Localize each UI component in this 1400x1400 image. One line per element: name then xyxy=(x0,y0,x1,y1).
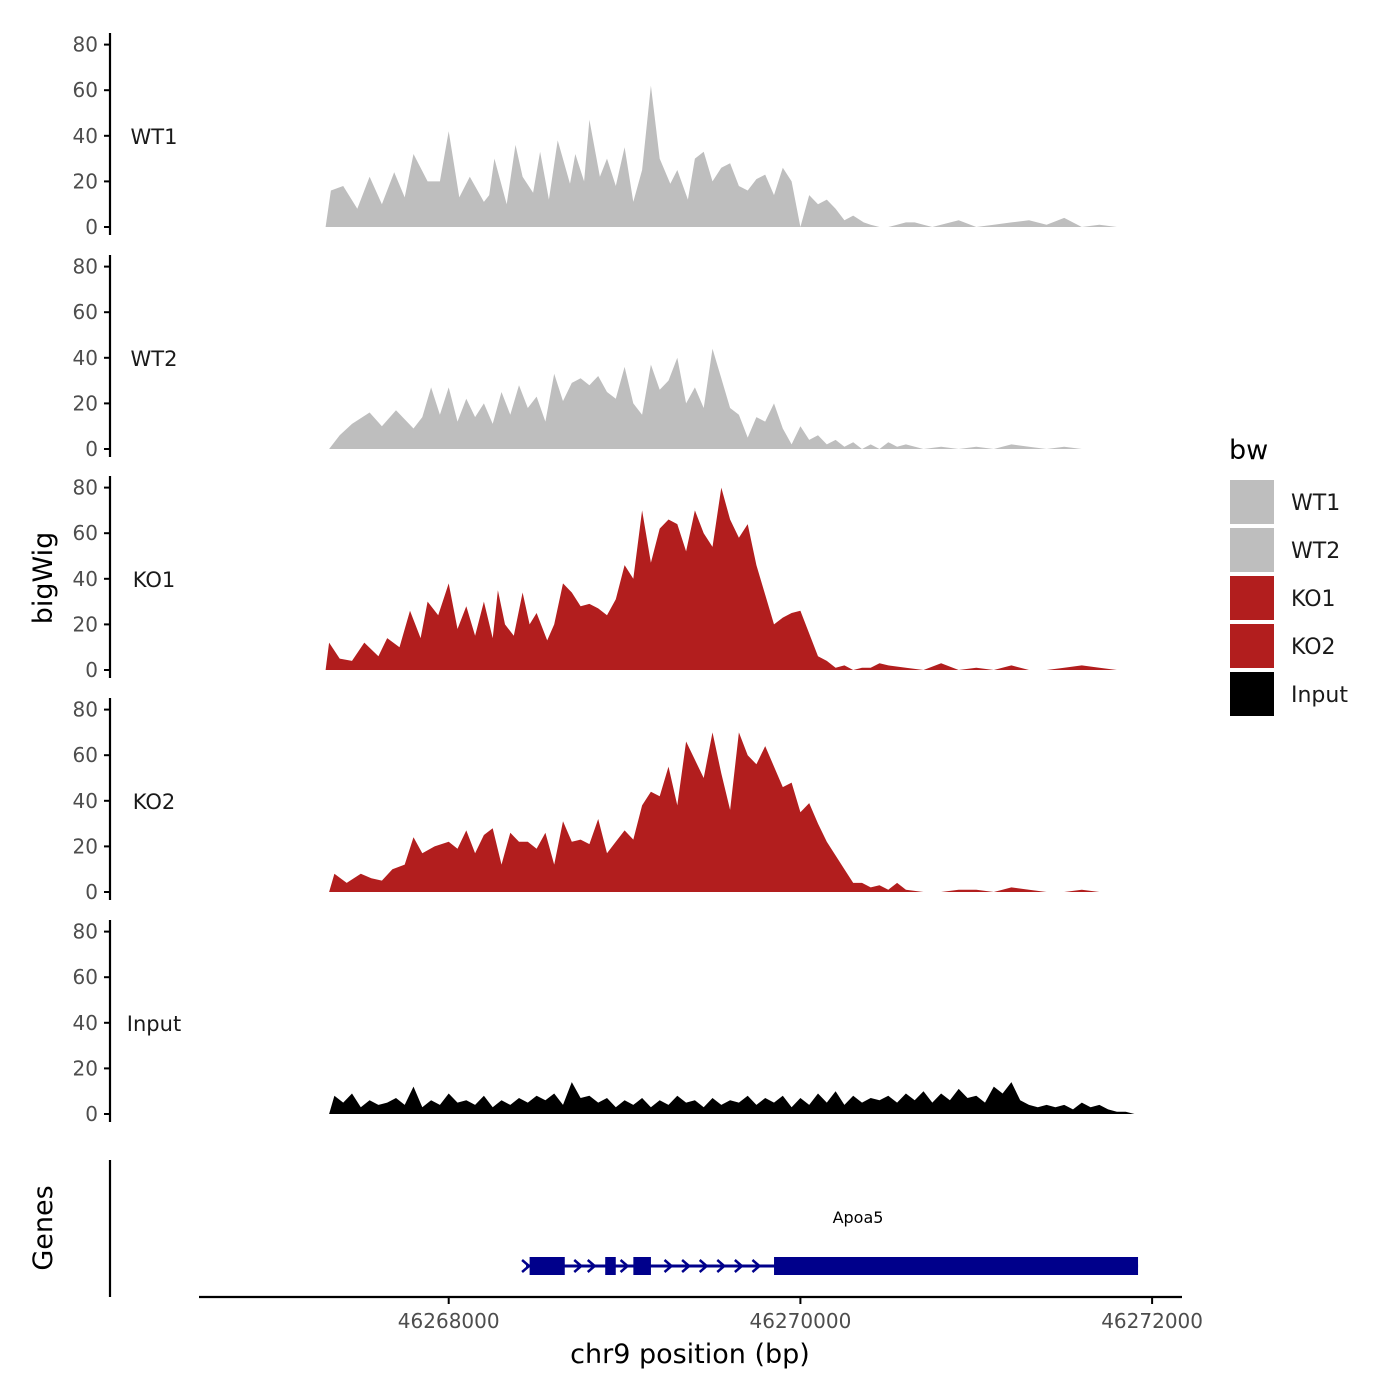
gene-exon-3 xyxy=(633,1257,651,1275)
track-label-wt2: WT2 xyxy=(131,347,178,371)
y-tick-label-ko2-0: 0 xyxy=(85,880,98,904)
y-tick-label-wt2-80: 80 xyxy=(73,255,98,279)
track-label-ko2: KO2 xyxy=(133,790,176,814)
gene-exon-2 xyxy=(605,1257,616,1275)
y-tick-label-input-60: 60 xyxy=(73,965,98,989)
y-tick-label-ko1-40: 40 xyxy=(73,567,98,591)
strand-arrow xyxy=(734,1259,744,1273)
area-input xyxy=(329,1082,1135,1114)
y-tick-label-wt2-40: 40 xyxy=(73,346,98,370)
gene-label: Apoa5 xyxy=(833,1208,884,1227)
strand-arrow xyxy=(681,1259,692,1273)
y-tick-label-ko2-60: 60 xyxy=(73,743,98,767)
y-tick-label-input-20: 20 xyxy=(73,1056,98,1080)
area-ko2 xyxy=(329,732,1135,892)
y-tick-label-ko2-40: 40 xyxy=(73,789,98,813)
legend-label-input: Input xyxy=(1291,683,1348,708)
legend-key-input xyxy=(1230,672,1274,716)
y-tick-label-wt1-80: 80 xyxy=(73,33,98,57)
y-tick-label-wt2-0: 0 xyxy=(85,437,98,461)
legend-key-ko1 xyxy=(1230,576,1274,620)
legend-title: bw xyxy=(1229,435,1268,466)
area-wt2 xyxy=(329,348,1135,449)
y-tick-label-ko2-20: 20 xyxy=(73,834,98,858)
gene-exon-4 xyxy=(774,1257,1139,1275)
x-tick-label-46272000: 46272000 xyxy=(1101,1309,1203,1333)
y-tick-label-input-80: 80 xyxy=(73,920,98,944)
legend-key-wt1 xyxy=(1230,480,1274,524)
y-tick-label-ko1-0: 0 xyxy=(85,658,98,682)
y-tick-label-wt1-60: 60 xyxy=(73,78,98,102)
x-tick-label-46270000: 46270000 xyxy=(750,1309,852,1333)
y-tick-label-wt1-0: 0 xyxy=(85,215,98,239)
legend-label-wt1: WT1 xyxy=(1291,491,1340,516)
gene-exon-1 xyxy=(529,1257,565,1275)
area-wt1 xyxy=(325,85,1139,227)
y-tick-label-input-40: 40 xyxy=(73,1011,98,1035)
legend-key-ko2 xyxy=(1230,624,1274,668)
legend-label-ko2: KO2 xyxy=(1291,635,1336,660)
gene-panel-title: Genes xyxy=(28,1185,59,1270)
legend: bw WT1 WT2 KO1 KO2 Input xyxy=(1229,435,1348,716)
y-axes: 0 20 40 60 80 WT1 0 20 40 60 80 WT2 0 20 40 60 80 KO1 0 20 4… xyxy=(73,33,182,1126)
track-label-input: Input xyxy=(127,1012,181,1036)
y-tick-label-wt2-20: 20 xyxy=(73,391,98,415)
strand-arrow xyxy=(663,1259,674,1273)
y-tick-label-wt1-20: 20 xyxy=(73,169,98,193)
x-axis: 46268000 46270000 46272000 xyxy=(199,1295,1203,1333)
y-tick-label-ko1-20: 20 xyxy=(73,612,98,636)
gene-panel: Genes Apoa5 xyxy=(28,1160,1139,1297)
strand-arrow xyxy=(716,1259,727,1273)
y-tick-label-ko1-80: 80 xyxy=(73,476,98,500)
y-tick-label-ko2-80: 80 xyxy=(73,698,98,722)
y-tick-label-wt1-40: 40 xyxy=(73,124,98,148)
y-tick-label-ko1-60: 60 xyxy=(73,521,98,545)
y-tick-label-wt2-60: 60 xyxy=(73,300,98,324)
strand-arrow xyxy=(573,1259,584,1273)
area-ko1 xyxy=(325,487,1135,670)
x-axis-title: chr9 position (bp) xyxy=(570,1339,810,1370)
track-label-ko1: KO1 xyxy=(133,568,176,592)
legend-key-wt2 xyxy=(1230,528,1274,572)
strand-arrow xyxy=(521,1259,532,1273)
track-label-wt1: WT1 xyxy=(131,125,178,149)
legend-label-ko1: KO1 xyxy=(1291,587,1336,612)
legend-label-wt2: WT2 xyxy=(1291,539,1340,564)
y-tick-label-input-0: 0 xyxy=(85,1102,98,1126)
signal-tracks xyxy=(325,85,1139,1114)
strand-arrow xyxy=(698,1259,709,1273)
y-axis-title: bigWig xyxy=(28,532,59,625)
gene-model[interactable] xyxy=(521,1257,1139,1275)
strand-arrow xyxy=(751,1259,762,1273)
strand-arrow xyxy=(619,1259,630,1273)
strand-arrow xyxy=(586,1259,597,1273)
x-tick-label-46268000: 46268000 xyxy=(398,1309,500,1333)
